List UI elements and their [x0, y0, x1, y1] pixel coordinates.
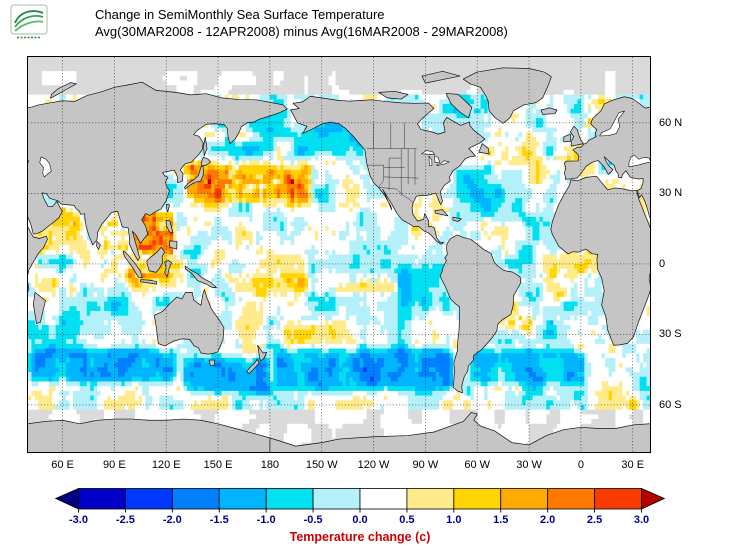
- colorbar-segment: [171, 488, 220, 510]
- colorbar-tick-label: -1.0: [256, 514, 276, 526]
- colorbar-segment: [406, 488, 455, 510]
- lon-axis-label: 150 W: [305, 459, 338, 471]
- colorbar-arrow-right: [641, 487, 666, 510]
- lon-axis-label: 150 E: [203, 459, 233, 471]
- colorbar-tick-label: -1.5: [209, 514, 229, 526]
- lat-axis-label: 30 N: [659, 187, 683, 200]
- lon-axis-label: 90 W: [412, 459, 439, 471]
- lon-axis-label: 90 E: [103, 459, 126, 471]
- lon-axis-label: 60 E: [51, 459, 74, 471]
- colorbar-segment: [218, 488, 267, 510]
- colorbar-tick-label: 2.5: [586, 514, 603, 526]
- colorbar-tick-label: -3.0: [69, 514, 88, 526]
- title-line-1: Change in SemiMonthly Sea Surface Temper…: [95, 7, 385, 22]
- colorbar-tick-label: 0.0: [352, 514, 368, 526]
- colorbar-segment: [594, 488, 642, 510]
- colorbar-tick-label: -2.5: [115, 514, 135, 526]
- colorbar-segment: [265, 488, 314, 510]
- colorbar-segment: [312, 488, 361, 510]
- colorbar-tick-label: -2.0: [162, 514, 182, 526]
- colorbar-tick-label: -0.5: [303, 514, 323, 526]
- lon-axis-label: 30 W: [516, 459, 542, 471]
- colorbar-segment: [359, 488, 408, 510]
- lon-axis-label: 60 W: [464, 459, 491, 471]
- colorbar-segment: [547, 488, 595, 510]
- noaa-logo: [10, 4, 48, 45]
- lat-axis-label: 60 N: [659, 116, 683, 129]
- colorbar-tick-label: 3.0: [633, 514, 650, 526]
- noaa-logo-graphic: [10, 4, 48, 39]
- map-panel: [27, 56, 651, 453]
- lon-axis-label: 120 W: [357, 459, 390, 471]
- sst-anomaly-map: [28, 57, 650, 452]
- lon-axis-label: 180: [260, 459, 280, 471]
- colorbar-arrow-left: [54, 487, 79, 510]
- colorbar-caption: Temperature change (c): [289, 530, 431, 544]
- lat-axis-label: 30 S: [659, 328, 682, 341]
- lat-axis-label: 60 S: [659, 398, 682, 411]
- title-line-2: Avg(30MAR2008 - 12APR2008) minus Avg(16M…: [95, 24, 508, 39]
- colorbar-tick-label: 2.0: [540, 514, 556, 526]
- colorbar-scale: [54, 487, 666, 513]
- lat-axis-label: 0: [659, 257, 666, 270]
- colorbar-tick-label: 1.0: [446, 514, 462, 526]
- colorbar-segment: [500, 488, 549, 510]
- lon-axis-label: 30 E: [621, 459, 645, 471]
- colorbar-segment: [78, 488, 126, 510]
- lon-axis-label: 120 E: [151, 459, 181, 471]
- lon-axis-label: 0: [577, 459, 584, 471]
- colorbar: [54, 487, 666, 515]
- colorbar-tick-label: 0.5: [399, 514, 415, 526]
- colorbar-segment: [453, 488, 502, 510]
- colorbar-segment: [125, 488, 173, 510]
- colorbar-tick-label: 1.5: [493, 514, 509, 526]
